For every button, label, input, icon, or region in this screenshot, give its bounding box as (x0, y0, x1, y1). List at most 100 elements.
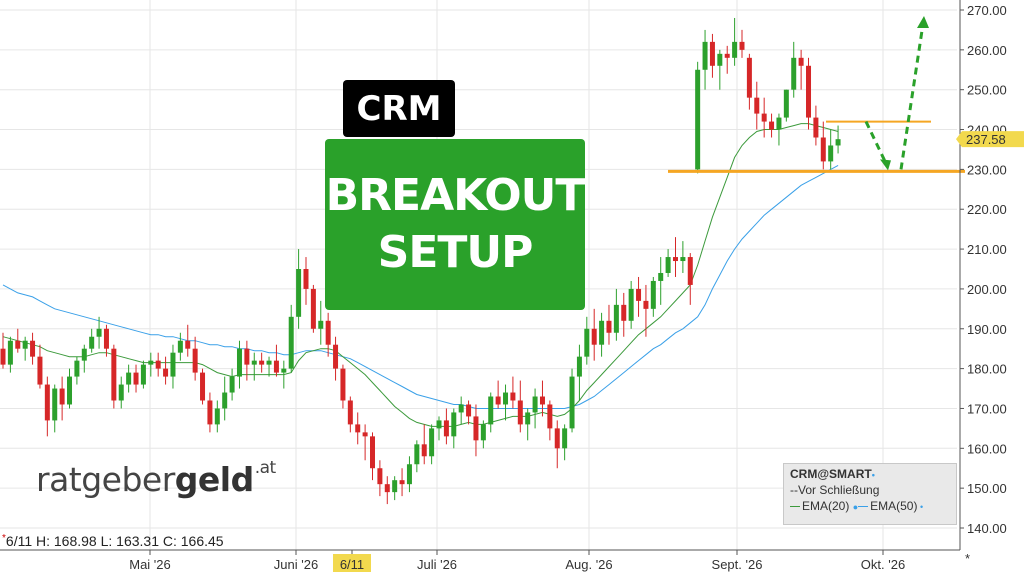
candle (170, 344, 176, 389)
candle (296, 249, 302, 329)
y-tick-label: 170.00 (967, 401, 1007, 416)
candle (318, 300, 324, 345)
candle (67, 368, 73, 409)
candle (791, 41, 797, 98)
candle (185, 324, 191, 357)
x-tick-label: 6/11 (340, 557, 364, 572)
x-tick-label: Aug. '26 (565, 557, 612, 572)
candle-body (539, 396, 545, 405)
y-axis: 140.00 150.00 160.00 170.00 180.00 190.00 200.… (956, 0, 1024, 550)
candle-body (783, 89, 789, 118)
candle-body (791, 57, 797, 90)
candle (74, 356, 80, 385)
candle-body (680, 257, 686, 262)
candle (406, 456, 412, 493)
candle (732, 17, 738, 66)
candle-body (672, 257, 678, 262)
candle (488, 392, 494, 433)
legend-close-label: Vor Schließung (798, 483, 880, 497)
candle-body (584, 328, 590, 357)
candle (30, 332, 36, 365)
y-tick-label: 160.00 (967, 441, 1007, 456)
candle (820, 121, 826, 170)
grid-lines (0, 0, 957, 550)
candle (835, 125, 841, 154)
ticker-text: CRM (356, 88, 442, 129)
candle (717, 49, 723, 90)
candle-body (0, 348, 6, 365)
candle-body (96, 328, 102, 337)
legend-close-swatch: -- (790, 483, 798, 497)
candle (480, 420, 486, 449)
candle (739, 29, 745, 58)
candle-body (37, 356, 43, 385)
candle-body (525, 412, 531, 425)
candle-body (813, 117, 819, 138)
candle (333, 336, 339, 381)
candle (399, 468, 405, 497)
candle-body (724, 53, 730, 58)
candle-body (458, 404, 464, 413)
candlestick-series (0, 17, 841, 505)
candle-body (687, 257, 693, 285)
y-tick-label: 270.00 (967, 3, 1007, 18)
candle (325, 312, 331, 357)
candle (89, 328, 95, 353)
ema50-series (2, 164, 839, 409)
candle-body (148, 360, 154, 365)
candle-body (236, 348, 242, 377)
candle (126, 364, 132, 393)
candle-body (370, 436, 375, 469)
candle-body (59, 388, 65, 405)
candle-body (384, 484, 390, 493)
candle (96, 316, 102, 349)
y-tick-label: 180.00 (967, 362, 1007, 377)
candle-body (739, 41, 745, 50)
chart-legend[interactable]: CRM@SMART• --Vor Schließung EMA(20) ● EMA… (783, 463, 957, 525)
candle (680, 241, 686, 273)
candle (355, 412, 361, 445)
candle (554, 420, 560, 469)
candle (0, 332, 6, 369)
candle-body (599, 320, 605, 345)
legend-row-ema: EMA(20) ● EMA(50) • (784, 497, 956, 513)
candle-body (229, 376, 235, 393)
candle-body (576, 356, 582, 377)
candle (244, 340, 250, 381)
y-tick-label: 220.00 (967, 202, 1007, 217)
candle-body (569, 376, 575, 429)
candle (207, 392, 213, 433)
candle (495, 380, 501, 409)
candle-body (517, 400, 523, 425)
ema20-swatch (790, 506, 800, 508)
ticker-banner: CRM (343, 80, 455, 137)
logo-bold: geld (174, 460, 254, 499)
candle (510, 376, 516, 409)
setup-line1: BREAKOUT (325, 170, 586, 222)
candle (436, 416, 442, 441)
candle (133, 364, 139, 393)
candle-body (318, 320, 324, 329)
candle-body (118, 384, 124, 401)
candle-body (658, 272, 664, 281)
candle (621, 292, 627, 337)
candle-body (377, 468, 383, 485)
candle-body (44, 384, 50, 421)
candle-body (74, 360, 80, 377)
candle-body (820, 137, 826, 162)
candle (52, 384, 58, 433)
last-price-label: 237.58 (966, 132, 1006, 147)
candle (562, 424, 568, 461)
candle-body (621, 304, 627, 321)
candle (392, 476, 398, 501)
candle-body (510, 392, 516, 401)
candle-body (746, 57, 752, 98)
candle (251, 352, 257, 381)
y-tick-label: 190.00 (967, 322, 1007, 337)
candle (503, 384, 509, 421)
candle-body (303, 269, 309, 289)
candle (776, 113, 782, 146)
candle (222, 376, 228, 421)
candle-body (67, 376, 73, 405)
candle (591, 308, 597, 361)
